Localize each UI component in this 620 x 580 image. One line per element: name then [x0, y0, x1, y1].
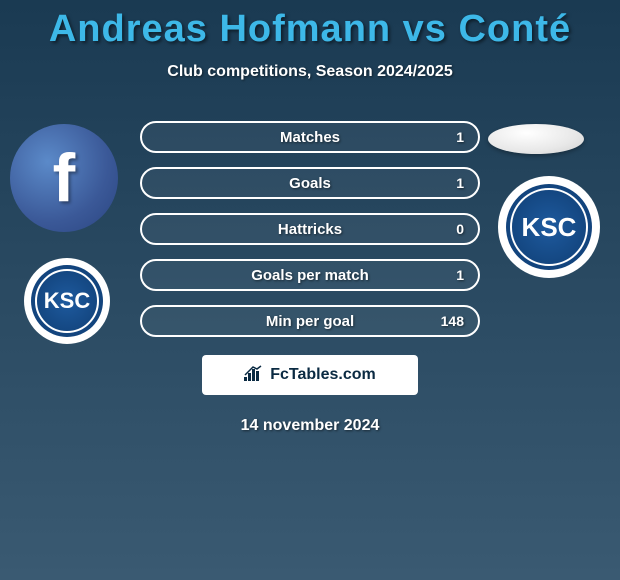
stat-label: Min per goal — [266, 313, 354, 330]
club-badge-right: KSC — [498, 176, 600, 278]
fctables-badge[interactable]: FcTables.com — [202, 355, 418, 395]
stat-right-value: 1 — [456, 267, 464, 283]
chart-icon — [244, 365, 264, 386]
comparison-date: 14 november 2024 — [0, 417, 620, 435]
stat-right-value: 1 — [456, 175, 464, 191]
fctables-label: FcTables.com — [270, 366, 376, 384]
player-left-avatar — [10, 124, 118, 232]
stat-row-min-per-goal: Min per goal 148 — [140, 305, 480, 337]
stat-right-value: 0 — [456, 221, 464, 237]
stat-right-value: 148 — [441, 313, 464, 329]
stat-label: Matches — [280, 129, 340, 146]
stats-container: Matches 1 Goals 1 Hattricks 0 Goals per … — [140, 121, 480, 337]
stat-right-value: 1 — [456, 129, 464, 145]
stat-label: Goals — [289, 175, 331, 192]
club-badge-left-text: KSC — [31, 265, 103, 337]
stat-row-matches: Matches 1 — [140, 121, 480, 153]
club-badge-left: KSC — [24, 258, 110, 344]
comparison-title: Andreas Hofmann vs Conté — [0, 0, 620, 51]
stat-row-hattricks: Hattricks 0 — [140, 213, 480, 245]
stat-row-goals-per-match: Goals per match 1 — [140, 259, 480, 291]
comparison-subtitle: Club competitions, Season 2024/2025 — [0, 63, 620, 81]
player-right-avatar — [488, 124, 584, 154]
club-badge-right-text: KSC — [506, 184, 592, 270]
stat-label: Goals per match — [251, 267, 369, 284]
stat-row-goals: Goals 1 — [140, 167, 480, 199]
stat-label: Hattricks — [278, 221, 342, 238]
